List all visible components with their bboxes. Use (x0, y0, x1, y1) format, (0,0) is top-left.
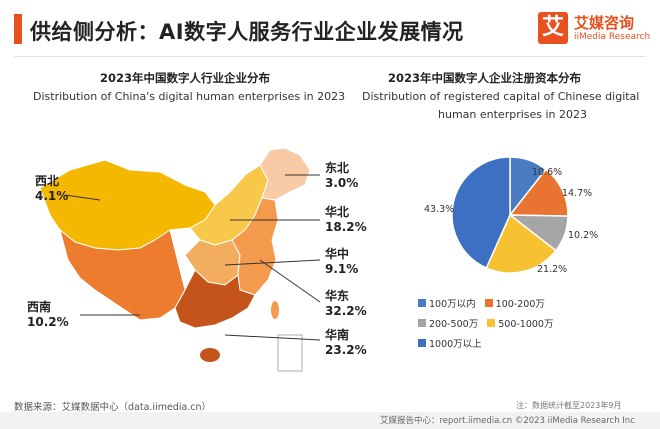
map-label-xibei: 西北 4.1% (35, 174, 68, 204)
logo-text-cn: 艾媒咨询 (574, 14, 635, 32)
map-label-xibei-value: 4.1% (35, 189, 69, 203)
pie-label-2: 10.2% (568, 230, 599, 241)
legend-item: 200-500万 (418, 316, 478, 330)
header: 供给侧分析：AI数字人服务行业企业发展情况 艾 艾媒咨询 iiMedia Res… (0, 0, 660, 58)
map-label-huabei: 华北 18.2% (325, 205, 367, 235)
registered-capital-pie (451, 156, 569, 274)
legend-item: 100-200万 (484, 296, 545, 310)
map-label-huadong: 华东 32.2% (325, 289, 367, 319)
legend-item: 100万以内 (418, 296, 476, 310)
legend-swatch (487, 319, 496, 327)
pie-label-0: 10.6% (532, 167, 563, 178)
map-region-taiwan (271, 301, 279, 319)
map-label-huabei-value: 18.2% (325, 220, 367, 234)
map-label-xinan: 西南 10.2% (27, 300, 69, 330)
pie-title-en-line2: human enterprises in 2023 (438, 108, 588, 121)
map-region-huanan (174, 269, 256, 329)
south-sea-inset (277, 334, 303, 372)
legend-swatch (484, 299, 493, 307)
footer-bar (0, 412, 660, 429)
china-map (39, 147, 321, 372)
legend-swatch (418, 299, 426, 307)
leader-line-huadong (259, 259, 321, 303)
legend-label: 500-1000万 (498, 319, 554, 330)
map-label-huanan-value: 23.2% (325, 343, 367, 357)
map-label-xinan-value: 10.2% (27, 315, 69, 329)
legend-label: 200-500万 (429, 319, 479, 330)
legend-item: 1000万以上 (418, 336, 482, 350)
pie-title-cn: 2023年中国数字人企业注册资本分布 (388, 71, 582, 85)
footer-note: 注：数据统计截至2023年9月 (516, 401, 622, 410)
map-label-huazhong-name: 华中 (325, 247, 350, 261)
pie-slice-4 (451, 156, 511, 269)
map-label-huadong-name: 华东 (325, 289, 350, 303)
footer-source: 数据来源：艾媒数据中心（data.iimedia.cn） (14, 402, 212, 413)
map-label-huanan: 华南 23.2% (325, 328, 367, 358)
pie-label-3: 21.2% (537, 264, 568, 275)
map-label-huazhong-value: 9.1% (325, 262, 359, 276)
map-label-xinan-name: 西南 (27, 300, 52, 314)
map-region-hainan (200, 348, 220, 362)
legend-swatch (418, 339, 426, 347)
map-label-dongbei: 东北 3.0% (325, 161, 358, 191)
page-title: 供给侧分析：AI数字人服务行业企业发展情况 (30, 20, 464, 44)
map-label-dongbei-value: 3.0% (325, 176, 359, 190)
map-label-huabei-name: 华北 (325, 205, 350, 219)
map-title-cn: 2023年中国数字人行业企业分布 (100, 71, 271, 85)
map-label-xibei-name: 西北 (35, 174, 60, 188)
pie-label-1: 14.7% (562, 188, 593, 199)
leader-line-huanan (224, 334, 321, 341)
pie-legend: 100万以内 100-200万 200-500万 500-1000万 1000万… (418, 296, 618, 356)
legend-label: 100万以内 (429, 299, 476, 310)
map-label-huazhong: 华中 9.1% (325, 247, 358, 277)
pie-label-4: 43.3% (424, 204, 455, 215)
map-label-huanan-name: 华南 (325, 328, 350, 342)
map-label-dongbei-name: 东北 (325, 161, 350, 175)
pie-title-en-line1: Distribution of registered capital of Ch… (362, 90, 640, 103)
map-label-huadong-value: 32.2% (325, 304, 367, 318)
iimedia-logo-icon: 艾 (538, 12, 568, 44)
title-accent-bar (14, 14, 22, 44)
footer-copyright: 艾媒报告中心：report.iimedia.cn ©2023 iiMedia R… (380, 416, 635, 426)
legend-label: 100-200万 (495, 299, 545, 310)
legend-label: 1000万以上 (429, 339, 482, 350)
map-title-en: Distribution of China's digital human en… (33, 90, 346, 103)
logo-text-en: iiMedia Research (574, 32, 651, 42)
map-region-dongbei (259, 147, 311, 201)
leader-line-xibei (64, 194, 101, 201)
legend-swatch (418, 319, 426, 327)
pie-slice-1 (508, 168, 569, 217)
leader-line-huazhong (224, 259, 321, 266)
legend-item: 500-1000万 (487, 316, 553, 330)
header-divider (14, 56, 646, 57)
